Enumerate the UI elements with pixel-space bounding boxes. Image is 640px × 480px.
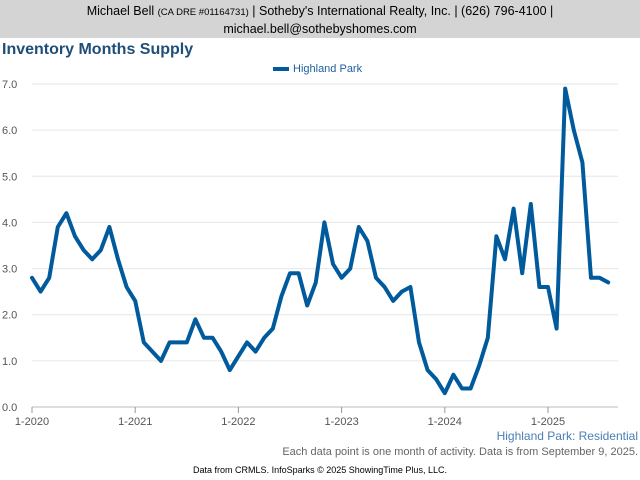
x-tick-label: 1-2022 [221,416,255,428]
data-note: Each data point is one month of activity… [282,446,638,458]
y-tick-label: 2.0 [2,310,17,322]
chart-title: Inventory Months Supply [2,41,194,58]
x-tick-label: 1-2021 [118,416,152,428]
y-tick-label: 3.0 [2,264,17,276]
y-tick-label: 1.0 [2,356,17,368]
x-axis: 1-2020 1-2021 1-2022 1-2023 1-2024 1-2025 [15,406,618,428]
series-group [30,86,611,396]
y-tick-label: 5.0 [2,171,17,183]
agent-email[interactable]: michael.bell@sothebyshomes.com [223,22,417,36]
series-line-highland-park [30,86,611,396]
x-tick-label: 1-2025 [531,416,565,428]
legend-swatch [273,67,289,71]
region-label: Highland Park: Residential [496,429,638,443]
agent-header: Michael Bell (CA DRE #01164731) | Sotheb… [0,0,640,38]
x-tick-label: 1-2023 [324,416,358,428]
y-tick-label: 6.0 [2,125,17,137]
y-tick-label: 7.0 [2,79,17,91]
data-credit: Data from CRMLS. InfoSparks © 2025 Showi… [193,465,447,475]
grid-lines [32,83,618,408]
x-tick-label: 1-2024 [428,416,462,428]
agent-name: Michael Bell [86,4,155,18]
agent-license: (CA DRE #01164731) [157,7,249,18]
agent-info-line: Michael Bell (CA DRE #01164731) | Sotheb… [0,3,640,21]
y-tick-label: 4.0 [2,217,17,229]
legend-label: Highland Park [293,63,363,75]
chart-legend[interactable]: Highland Park [273,63,362,75]
y-tick-label: 0.0 [2,402,17,414]
agent-company: | Sotheby's International Realty, Inc. |… [252,4,554,18]
x-tick-label: 1-2020 [15,416,49,428]
y-axis-ticks: 0.0 1.0 2.0 3.0 4.0 5.0 6.0 7.0 [2,79,17,414]
